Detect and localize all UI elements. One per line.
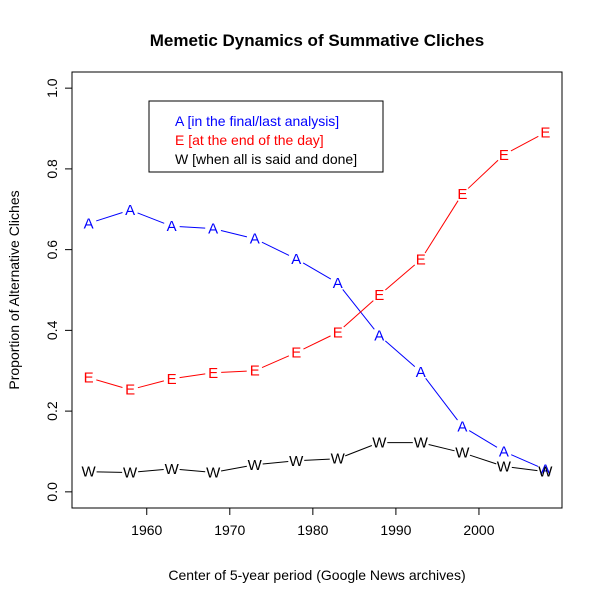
data-point-a: A (333, 275, 343, 292)
y-tick-label: 0.0 (44, 482, 60, 502)
series-line-segment (261, 355, 290, 368)
plot-frame (71, 71, 563, 509)
series-line-segment (385, 264, 416, 291)
data-point-w: W (455, 445, 470, 462)
data-point-a: A (208, 221, 218, 238)
data-point-a: A (125, 202, 135, 219)
series-line-segment (468, 430, 498, 448)
data-point-e: E (208, 365, 218, 382)
series-line-segment (262, 461, 289, 465)
series-layer: A A A A A A A A A A A A E E E E E E E E E E E E W W W W W W W W W W W W (82, 125, 554, 482)
x-tick-label: 1990 (380, 522, 411, 538)
data-point-a: A (499, 443, 509, 460)
y-tick-label: 0.2 (44, 401, 60, 421)
series-a: A A A A A A A A A A A A (84, 202, 551, 479)
x-axis: 1960 1970 1980 1990 2000 (131, 508, 495, 538)
data-point-a: A (540, 462, 550, 479)
data-point-w: W (497, 458, 512, 475)
data-point-w: W (165, 461, 180, 478)
data-point-a: A (291, 251, 301, 268)
y-axis-label: Proportion of Alternative Cliches (6, 190, 22, 389)
data-point-w: W (331, 451, 346, 468)
x-tick-label: 1980 (297, 522, 328, 538)
y-tick-label: 0.6 (44, 240, 60, 260)
series-line-segment (511, 466, 538, 472)
series-line-segment (510, 454, 539, 467)
data-point-e: E (167, 371, 177, 388)
series-line-segment (137, 380, 165, 389)
series-e: E E E E E E E E E E E E (84, 125, 551, 399)
data-point-w: W (82, 464, 97, 481)
data-point-e: E (333, 324, 343, 341)
y-tick-label: 0.4 (44, 320, 60, 340)
data-point-a: A (374, 328, 384, 345)
x-tick-label: 2000 (463, 522, 494, 538)
legend-entry-a: A [in the final/last analysis] (175, 113, 339, 129)
series-line-segment (469, 454, 497, 465)
data-point-e: E (125, 382, 135, 399)
series-line-segment (304, 458, 330, 461)
series-line-segment (179, 226, 206, 229)
legend-box (148, 100, 384, 173)
y-tick-label: 0.8 (44, 159, 60, 179)
series-w: W W W W W W W W W W W W (82, 435, 554, 482)
series-line-segment (428, 444, 455, 452)
x-tick-label: 1970 (214, 522, 245, 538)
legend: A [in the final/last analysis] E [at the … (148, 100, 384, 173)
data-point-e: E (457, 186, 467, 203)
series-line-segment (467, 159, 499, 189)
data-point-w: W (289, 453, 304, 470)
series-line-segment (343, 300, 374, 328)
y-axis: 0.0 0.2 0.4 0.6 0.8 1.0 (44, 78, 72, 502)
data-point-e: E (499, 147, 509, 164)
data-point-a: A (416, 364, 426, 381)
data-point-e: E (291, 345, 301, 362)
chart-title: Memetic Dynamics of Summative Cliches (150, 31, 484, 50)
legend-entries: A [in the final/last analysis] E [at the … (175, 113, 357, 167)
series-line-segment (261, 241, 290, 256)
data-point-a: A (167, 218, 177, 235)
series-line-segment (96, 212, 123, 222)
x-axis-label: Center of 5-year period (Google News arc… (168, 567, 465, 583)
data-point-e: E (416, 252, 426, 269)
series-line-segment (384, 340, 416, 368)
data-point-w: W (372, 435, 387, 452)
data-point-w: W (538, 464, 553, 481)
series-line-segment (138, 469, 164, 473)
data-point-w: W (123, 464, 138, 481)
data-point-e: E (374, 287, 384, 304)
data-point-e: E (84, 370, 94, 387)
data-point-w: W (414, 435, 429, 452)
series-line-segment (424, 200, 459, 254)
data-point-w: W (206, 464, 221, 481)
data-point-a: A (250, 231, 260, 248)
series-line-segment (137, 212, 165, 224)
series-line-segment (302, 262, 332, 280)
series-line-segment (303, 335, 331, 350)
data-point-e: E (540, 125, 550, 142)
series-line-segment (220, 230, 248, 238)
series-line-segment (179, 469, 206, 473)
series-line-segment (96, 379, 123, 388)
series-line-segment (510, 135, 539, 152)
series-line-segment (425, 378, 458, 421)
series-line-segment (220, 465, 247, 472)
legend-entry-w: W [when all is said and done] (175, 151, 357, 167)
series-line-segment (345, 445, 373, 457)
series-line-segment (221, 370, 247, 373)
series-line-segment (342, 289, 375, 330)
data-point-a: A (84, 215, 94, 232)
data-point-w: W (248, 457, 263, 474)
series-line-segment (179, 373, 206, 379)
data-point-a: A (457, 418, 467, 435)
x-tick-label: 1960 (131, 522, 162, 538)
data-point-e: E (250, 363, 260, 380)
y-tick-label: 1.0 (44, 78, 60, 98)
legend-entry-e: E [at the end of the day] (175, 132, 324, 148)
